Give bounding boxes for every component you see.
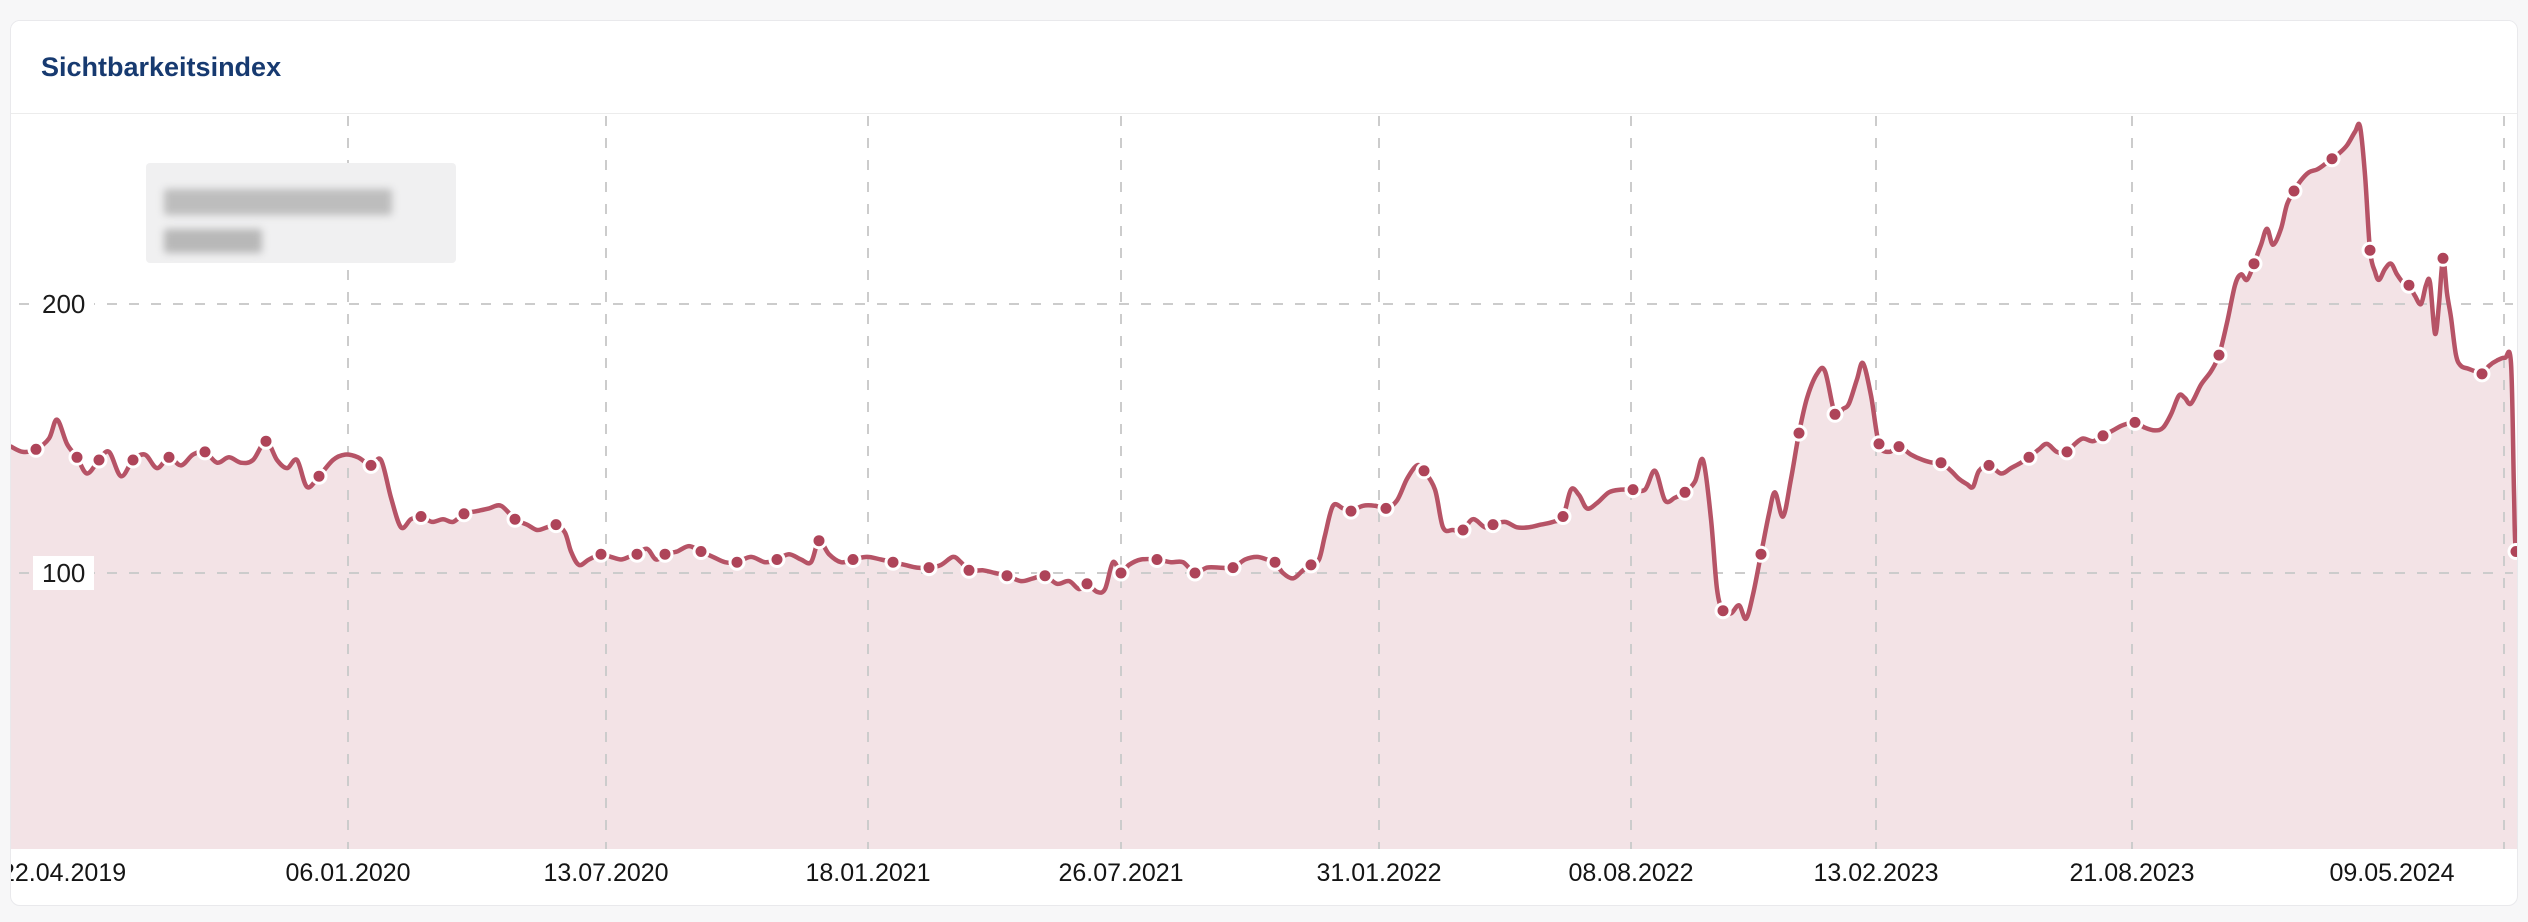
legend-redacted bbox=[146, 163, 456, 263]
data-point-dot[interactable] bbox=[160, 448, 178, 466]
data-point-dot[interactable] bbox=[1302, 556, 1320, 574]
data-point-dot[interactable] bbox=[1826, 405, 1844, 423]
data-point-dot[interactable] bbox=[2245, 255, 2263, 273]
data-point-dot[interactable] bbox=[455, 505, 473, 523]
data-point-dot[interactable] bbox=[1454, 521, 1472, 539]
data-point-dot[interactable] bbox=[2507, 543, 2518, 560]
data-point-dot[interactable] bbox=[547, 516, 565, 534]
x-axis-label: 06.01.2020 bbox=[285, 859, 411, 887]
data-point-dot[interactable] bbox=[692, 543, 710, 560]
card-header: Sichtbarkeitsindex bbox=[11, 21, 2517, 114]
visibility-index-chart[interactable] bbox=[11, 21, 2518, 906]
data-point-dot[interactable] bbox=[90, 451, 108, 469]
x-axis-label: 13.07.2020 bbox=[543, 859, 669, 887]
data-point-dot[interactable] bbox=[1377, 499, 1395, 517]
y-axis-label-200: 200 bbox=[33, 287, 95, 321]
data-point-dot[interactable] bbox=[728, 553, 746, 571]
data-point-dot[interactable] bbox=[2020, 448, 2038, 466]
data-point-dot[interactable] bbox=[1148, 551, 1166, 568]
data-point-dot[interactable] bbox=[592, 545, 610, 563]
data-point-dot[interactable] bbox=[656, 545, 674, 563]
data-point-dot[interactable] bbox=[1714, 602, 1732, 620]
data-point-dot[interactable] bbox=[1415, 462, 1433, 480]
visibility-index-card: Sichtbarkeitsindex 200 100 22.04.2019 06.0… bbox=[10, 20, 2518, 906]
data-point-dot[interactable] bbox=[27, 440, 45, 458]
data-point-dot[interactable] bbox=[2400, 276, 2418, 294]
data-point-dot[interactable] bbox=[884, 553, 902, 571]
data-point-dot[interactable] bbox=[1790, 424, 1808, 442]
data-point-dot[interactable] bbox=[1554, 508, 1572, 525]
x-axis-label: 22.04.2019 bbox=[10, 859, 127, 887]
data-point-dot[interactable] bbox=[1890, 438, 1908, 456]
data-point-dot[interactable] bbox=[768, 551, 786, 568]
data-point-dot[interactable] bbox=[844, 551, 862, 568]
series-area-fill bbox=[11, 123, 2517, 849]
x-axis-label: 13.02.2023 bbox=[1813, 859, 1939, 887]
data-point-dot[interactable] bbox=[1078, 575, 1096, 593]
x-axis-label: 31.01.2022 bbox=[1316, 859, 1442, 887]
data-point-dot[interactable] bbox=[1980, 456, 1998, 474]
x-axis-label: 26.07.2021 bbox=[1058, 859, 1184, 887]
legend-blurred-line-2 bbox=[164, 229, 262, 253]
data-point-dot[interactable] bbox=[1870, 435, 1888, 453]
data-point-dot[interactable] bbox=[1224, 559, 1242, 577]
legend-blurred-line-1 bbox=[164, 189, 392, 215]
x-axis-label: 18.01.2021 bbox=[805, 859, 931, 887]
y-axis-label-100: 100 bbox=[33, 556, 95, 590]
data-point-dot[interactable] bbox=[1036, 567, 1054, 585]
data-point-dot[interactable] bbox=[2058, 443, 2076, 461]
data-point-dot[interactable] bbox=[1266, 553, 1284, 571]
data-point-dot[interactable] bbox=[1932, 454, 1950, 472]
data-point-dot[interactable] bbox=[68, 448, 86, 466]
x-axis: 22.04.2019 06.01.2020 13.07.2020 18.01.2021… bbox=[11, 859, 2517, 899]
data-point-dot[interactable] bbox=[2210, 346, 2228, 364]
data-point-dot[interactable] bbox=[998, 567, 1016, 585]
data-point-dot[interactable] bbox=[1112, 564, 1130, 582]
data-point-dot[interactable] bbox=[310, 467, 328, 485]
data-point-dot[interactable] bbox=[1186, 564, 1204, 582]
data-point-dot[interactable] bbox=[506, 510, 524, 528]
data-point-dot[interactable] bbox=[196, 443, 214, 461]
data-point-dot[interactable] bbox=[810, 532, 828, 550]
data-point-dot[interactable] bbox=[2361, 241, 2379, 259]
data-point-dot[interactable] bbox=[960, 561, 978, 579]
data-point-dot[interactable] bbox=[1342, 502, 1360, 520]
data-point-dot[interactable] bbox=[257, 432, 275, 450]
x-axis-label: 21.08.2023 bbox=[2069, 859, 2195, 887]
data-point-dot[interactable] bbox=[2473, 365, 2491, 383]
page-title: Sichtbarkeitsindex bbox=[41, 52, 282, 82]
data-point-dot[interactable] bbox=[2434, 249, 2452, 267]
data-point-dot[interactable] bbox=[1752, 545, 1770, 563]
data-point-dot[interactable] bbox=[1676, 483, 1694, 501]
data-point-dot[interactable] bbox=[1484, 516, 1502, 534]
data-point-dot[interactable] bbox=[124, 451, 142, 469]
x-axis-label: 09.05.2024 bbox=[2329, 859, 2455, 887]
data-point-dot[interactable] bbox=[2126, 413, 2144, 431]
data-point-dot[interactable] bbox=[412, 508, 430, 525]
x-axis-label: 08.08.2022 bbox=[1568, 859, 1694, 887]
data-point-dot[interactable] bbox=[2323, 150, 2341, 168]
data-point-dot[interactable] bbox=[2285, 182, 2303, 200]
data-point-dot[interactable] bbox=[1624, 481, 1642, 499]
data-point-dot[interactable] bbox=[362, 456, 380, 474]
data-point-dot[interactable] bbox=[2094, 427, 2112, 445]
data-point-dot[interactable] bbox=[628, 545, 646, 563]
data-point-dot[interactable] bbox=[920, 559, 938, 577]
